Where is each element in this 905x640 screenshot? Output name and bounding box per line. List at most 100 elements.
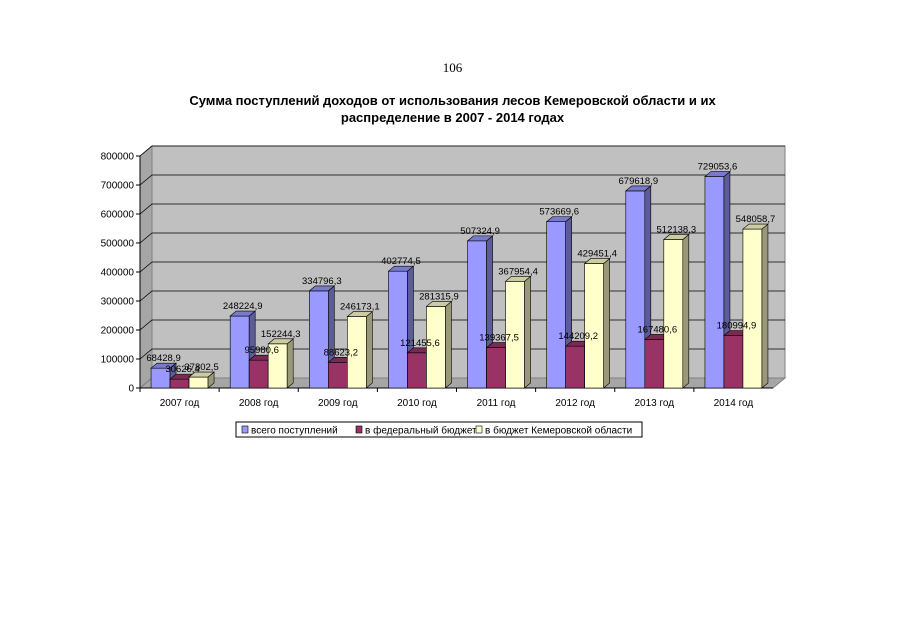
bar-front [407, 352, 427, 389]
bar-front [309, 290, 329, 389]
x-tick-label: 2011 год [477, 398, 516, 409]
bar [504, 275, 532, 389]
legend: всего поступлений в федеральный бюджет в б… [235, 421, 643, 438]
bar-top [387, 265, 415, 272]
data-label: 139367,5 [479, 333, 519, 344]
bar-top [545, 216, 573, 222]
data-label: 367954,4 [498, 266, 538, 277]
data-label: 95980,6 [245, 345, 279, 356]
data-label: 512138,3 [657, 224, 697, 235]
x-tick-label: 2012 год [555, 398, 595, 409]
gridline [139, 319, 785, 331]
y-tick-label: 100000 [101, 355, 135, 366]
bars [150, 170, 769, 389]
data-label: 121455,6 [400, 338, 440, 349]
bar-front [546, 221, 566, 389]
data-label: 402774,5 [381, 256, 421, 267]
legend-swatch [475, 425, 483, 434]
bar-front [486, 347, 506, 389]
bar-front [704, 176, 725, 389]
x-tick-label: 2013 год [634, 398, 674, 409]
data-label: 246173,1 [340, 302, 380, 313]
bar-top [267, 338, 295, 345]
y-tick-label: 0 [128, 384, 134, 395]
data-label: 573669,6 [539, 207, 579, 218]
bar-side [445, 300, 452, 389]
bar-top [624, 185, 652, 192]
bar-front [388, 270, 408, 389]
data-label: 548058,7 [736, 214, 776, 225]
bar-top [150, 362, 177, 369]
chart-title: Сумма поступлений доходов от использован… [189, 93, 716, 125]
data-label: 30626,4 [165, 364, 199, 375]
y-tick-label: 700000 [101, 181, 135, 192]
legend-label: в федеральный бюджет [365, 425, 477, 437]
bar-side [682, 233, 690, 389]
data-label: 152244,3 [261, 329, 301, 340]
y-tick-label: 300000 [101, 297, 135, 308]
legend-swatch [355, 425, 363, 434]
bar-top [583, 258, 611, 264]
data-label: 68428,9 [146, 353, 180, 364]
x-tick-label: 2014 год [714, 398, 754, 409]
bar-front [188, 376, 209, 389]
bar-front [169, 378, 190, 389]
data-label: 144209,2 [558, 331, 598, 342]
data-label: 281315,9 [419, 291, 459, 302]
legend-swatch [241, 425, 249, 434]
y-tick-label: 500000 [101, 239, 135, 250]
bar [742, 223, 769, 389]
y-tick-label: 600000 [101, 210, 135, 221]
data-label: 429451,4 [577, 248, 617, 259]
gridline [139, 145, 785, 157]
bar-top [504, 275, 532, 282]
bar-front [328, 361, 348, 389]
y-tick-label: 200000 [101, 326, 135, 337]
gridline [139, 203, 785, 215]
gridline [139, 174, 785, 186]
bar-top [346, 311, 374, 317]
gridline [139, 290, 785, 302]
x-tick-label: 2008 год [239, 398, 279, 409]
bar-side [366, 310, 373, 389]
bar-top [229, 310, 257, 317]
x-tick-labels: 2007 год 2008 год 2009 год 2010 год 2011 год… [160, 398, 754, 409]
bar-front [565, 345, 585, 389]
x-tick-label: 2009 год [318, 398, 358, 409]
data-label: 180994,9 [717, 321, 757, 332]
bar [346, 310, 374, 389]
bar-front [723, 335, 744, 389]
x-tick-label: 2010 год [397, 398, 437, 409]
bar-top [188, 371, 215, 378]
bar-top [466, 235, 494, 242]
data-label: 729053,6 [698, 162, 738, 173]
page-number: 106 [442, 60, 463, 75]
y-tick-label: 800000 [101, 152, 135, 163]
bar-front [584, 263, 604, 389]
data-label: 507324,9 [460, 226, 500, 237]
bar-top [662, 234, 690, 240]
bar-front [625, 190, 646, 389]
bar-front [663, 239, 684, 389]
bar-front [467, 240, 487, 389]
legend-label: в бюджет Кемеровской области [485, 425, 632, 437]
bar-side [603, 257, 610, 389]
bar-front [644, 339, 665, 389]
bar [583, 257, 611, 389]
bar [188, 371, 215, 389]
bar-side [524, 275, 531, 389]
y-tick-labels: 0 100000 200000 300000 400000 500000 600000 700… [101, 152, 135, 395]
y-tick-label: 400000 [101, 268, 135, 279]
bar [425, 300, 453, 389]
bar-top [308, 285, 336, 292]
data-label: 248224,9 [223, 301, 263, 312]
bar-side [286, 338, 294, 389]
bar-side [761, 223, 769, 389]
data-label: 167480,6 [638, 324, 678, 335]
bar-top [425, 301, 453, 307]
bar-front [248, 359, 269, 389]
data-label: 88623,2 [324, 347, 358, 358]
legend-label: всего поступлений [251, 426, 338, 437]
x-tick-label: 2007 год [160, 398, 200, 409]
